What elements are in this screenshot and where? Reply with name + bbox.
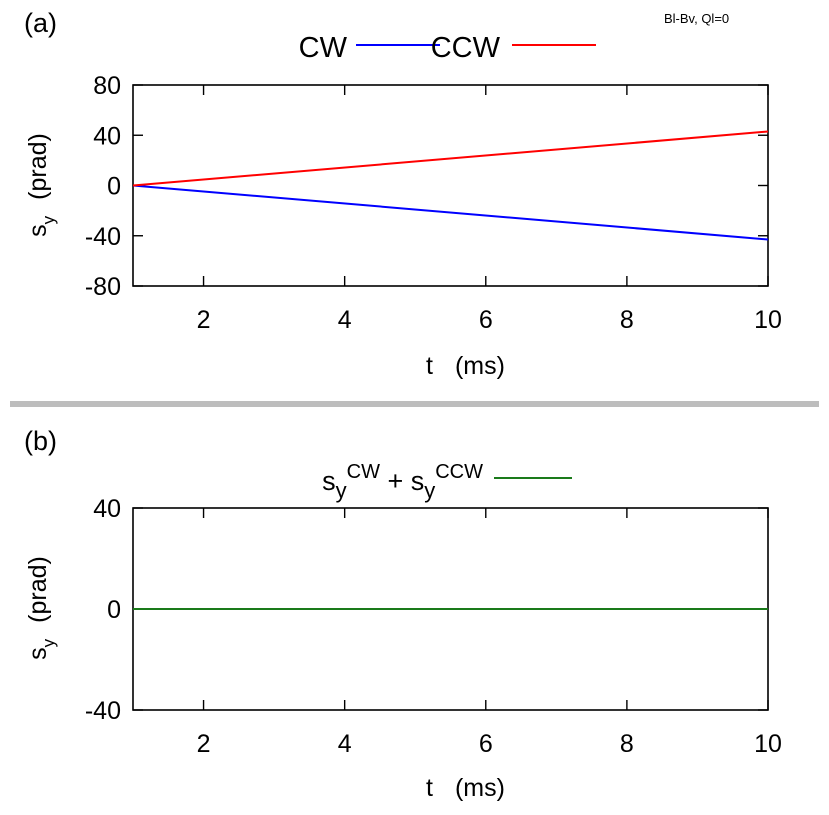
legend-label-cw: CW bbox=[299, 32, 348, 64]
panel-a: (a) -80 -40 0 40 80 2 4 6 8 10 t (ms) sy(prad) CW CCW bbox=[24, 8, 782, 380]
panel-b: (b) -40 0 40 2 4 6 8 10 t (ms) sy(prad) syCW + syCCW bbox=[24, 426, 782, 802]
y-axis-label: sy(prad) bbox=[24, 133, 58, 237]
x-tick-label: 2 bbox=[197, 730, 211, 758]
x-tick-label: 6 bbox=[479, 306, 493, 334]
x-tick-label: 10 bbox=[754, 306, 782, 334]
series-line-1 bbox=[132, 130, 769, 187]
x-tick-label: 2 bbox=[197, 306, 211, 334]
series-line-0 bbox=[132, 184, 769, 241]
legend-label-sum: syCW + syCCW bbox=[322, 461, 483, 503]
y-tick-label: -80 bbox=[85, 273, 121, 301]
y-tick-label: -40 bbox=[85, 697, 121, 725]
y-axis-label: sy(prad) bbox=[24, 556, 58, 660]
panel-label: (b) bbox=[24, 426, 57, 456]
x-tick-label: 10 bbox=[754, 730, 782, 758]
x-tick-label: 4 bbox=[338, 730, 352, 758]
y-tick-label: 40 bbox=[93, 122, 121, 150]
y-tick-label: 0 bbox=[107, 173, 121, 201]
x-tick-label: 4 bbox=[338, 306, 352, 334]
corner-note: Bl-Bv, Ql=0 bbox=[664, 11, 729, 26]
y-tick-label: -40 bbox=[85, 223, 121, 251]
x-tick-label: 6 bbox=[479, 730, 493, 758]
x-tick-label: 8 bbox=[620, 730, 634, 758]
y-tick-label: 40 bbox=[93, 495, 121, 523]
x-tick-label: 8 bbox=[620, 306, 634, 334]
y-tick-label: 80 bbox=[93, 72, 121, 100]
legend-label-ccw: CCW bbox=[431, 32, 501, 64]
y-tick-label: 0 bbox=[107, 596, 121, 624]
panel-label: (a) bbox=[24, 8, 57, 38]
x-axis-label: t (ms) bbox=[426, 352, 505, 380]
x-axis-label: t (ms) bbox=[426, 774, 505, 802]
plot-frame bbox=[132, 84, 769, 287]
